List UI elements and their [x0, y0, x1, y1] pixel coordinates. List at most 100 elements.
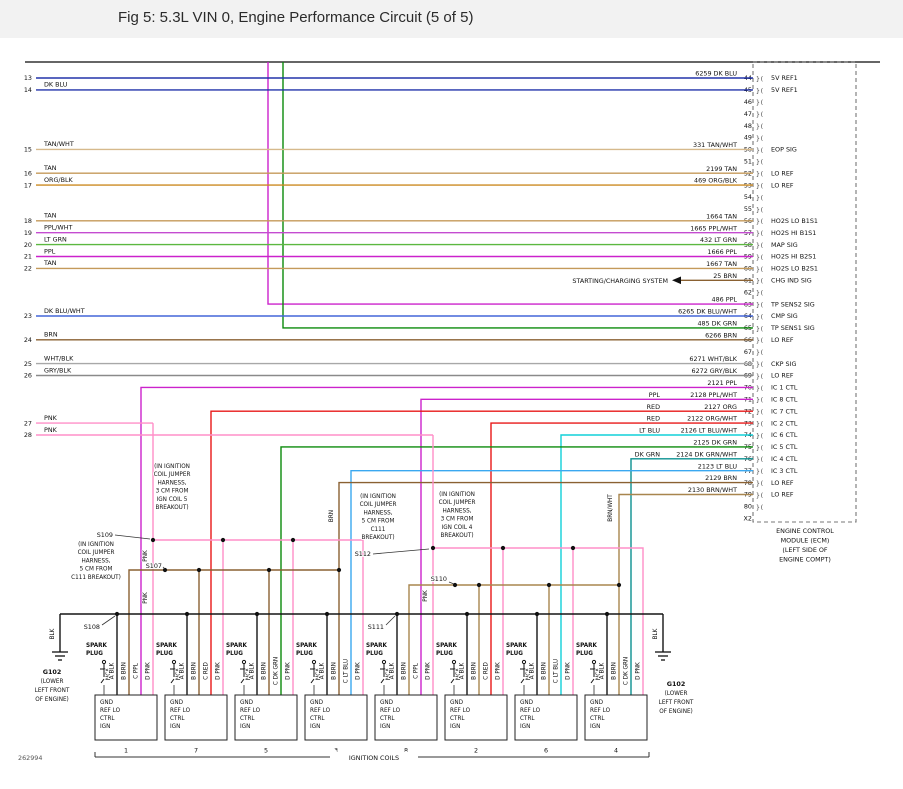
coil-pin-label: B BRN	[472, 662, 478, 680]
wire-tag: 2126 LT BLU/WHT	[681, 427, 737, 435]
spark-plug-icon	[520, 678, 525, 684]
ecm-pin-glyph: }(	[756, 217, 764, 225]
ecm-pin-glyph: }(	[756, 503, 764, 511]
ecm-pin-glyph: }(	[756, 396, 764, 404]
junction-dot	[336, 567, 342, 573]
ecm-pin-signal: CMP SIG	[771, 312, 798, 320]
coil-pin-label: B BRN	[402, 662, 408, 680]
wire-tag: 2199 TAN	[706, 165, 737, 173]
vertical-wire-label: BLK	[653, 628, 659, 639]
coil-pin-label: C LT BLU	[344, 659, 350, 683]
ecm-pin-signal: IC 7 CTL	[771, 407, 798, 415]
ecm-pin-glyph: }(	[756, 170, 764, 178]
ignition-coil-box	[374, 694, 438, 741]
row-wire-label: TAN	[43, 259, 57, 267]
spark-plug-label: PLUG	[436, 651, 453, 657]
ecm-pin-signal: HO2S HI B1S1	[771, 229, 816, 237]
vertical-wire-label: PNK	[143, 550, 149, 562]
ignition-coil-box	[514, 694, 578, 741]
wire	[267, 62, 753, 305]
coil-terminal-function: GND	[100, 700, 114, 706]
junction-dot	[546, 582, 552, 588]
ecm-caption: ENGINE COMPT)	[779, 556, 831, 564]
vertical-wire-label: PNK	[423, 590, 429, 602]
coil-terminal-function: REF LO	[380, 708, 401, 714]
splice-note: BREAKOUT)	[155, 505, 188, 511]
wire-tag: 331 TAN/WHT	[693, 141, 737, 149]
ignition-control-wire	[490, 422, 753, 695]
splice-note: HARNESS,	[158, 480, 187, 486]
row-wire-label: DK BLU/WHT	[44, 307, 85, 315]
ground-note: (LOWER	[41, 679, 64, 685]
ecm-pin-number: 80	[744, 503, 752, 511]
ignition-control-wire	[140, 386, 753, 695]
wire-tag: 2130 BRN/WHT	[688, 486, 737, 494]
ground-label: G102	[43, 668, 62, 676]
spark-plug-icon	[521, 659, 527, 665]
ecm-pin-signal: IC 5 CTL	[771, 443, 798, 451]
ecm-pin-number: 51	[744, 158, 752, 166]
spark-plug-icon	[590, 678, 595, 684]
ignition-control-wire	[350, 470, 753, 695]
coil-terminal-function: IGN	[450, 724, 460, 730]
ground-note: LEFT FRONT	[659, 700, 694, 706]
splice-note: BREAKOUT)	[361, 535, 394, 541]
ecm-pin-glyph: }(	[756, 324, 764, 332]
ecm-pin-number: 54	[744, 193, 752, 201]
coil-pin-label: C LT BLU	[554, 659, 560, 683]
ecm-pin-glyph: }(	[756, 253, 764, 261]
ecm-pin-signal: IC 1 CTL	[771, 384, 798, 392]
spark-plug-icon	[381, 659, 387, 665]
ecm-pin-signal: HO2S LO B2S1	[771, 265, 818, 273]
coil-terminal-function: IGN	[380, 724, 390, 730]
row-number: 28	[24, 431, 32, 439]
coil-pin-label: C PPL	[414, 662, 420, 679]
ignition-coil-box	[94, 694, 158, 741]
ecm-pin-signal: IC 3 CTL	[771, 467, 798, 475]
ecm-pin-glyph: }(	[756, 122, 764, 130]
coil-terminal-function: GND	[380, 700, 394, 706]
splice-note: IGN COIL 5	[157, 497, 188, 503]
coil-terminal-function: CTRL	[380, 716, 395, 722]
coil-terminal-function: GND	[520, 700, 534, 706]
wire-tag: 2129 BRN	[705, 474, 737, 482]
wire	[408, 584, 619, 695]
wire-tag: 25 BRN	[713, 272, 737, 280]
coil-terminal-function: REF LO	[450, 708, 471, 714]
coil-terminal-function: GND	[240, 700, 254, 706]
spark-wire-color-label: NCA	[246, 668, 252, 680]
spark-plug-label: PLUG	[366, 651, 383, 657]
ecm-pin-glyph: }(	[756, 372, 764, 380]
spark-plug-label: SPARK	[226, 643, 248, 649]
junction-dot	[184, 611, 190, 617]
junction-dot	[394, 611, 400, 617]
splice-note: (IN IGNITION	[360, 494, 396, 500]
drawing-number: 262994	[18, 754, 42, 762]
coil-terminal-function: CTRL	[520, 716, 535, 722]
coil-pin-label: B BRN	[122, 662, 128, 680]
splice-pointer	[448, 581, 455, 585]
junction-dot	[254, 611, 260, 617]
wire-tag: 485 DK GRN	[697, 320, 737, 328]
offpage-arrow-icon	[672, 276, 681, 285]
row-wire-label: LT GRN	[44, 235, 67, 243]
ref-lo-wire	[618, 493, 753, 695]
coil-pin-label: C RED	[204, 662, 210, 680]
spark-plug-label: PLUG	[86, 651, 103, 657]
wire-tag: 2128 PPL/WHT	[690, 391, 737, 399]
coil-pin-label: D PNK	[636, 662, 642, 680]
spark-plug-label: PLUG	[296, 651, 313, 657]
spark-plug-icon	[240, 678, 245, 684]
row-number: 26	[24, 372, 32, 380]
coil-terminal-function: CTRL	[450, 716, 465, 722]
wire-tag: 1667 TAN	[706, 260, 737, 268]
wire	[282, 62, 753, 329]
coil-pin-label: B BRN	[542, 662, 548, 680]
coil-terminal-function: REF LO	[520, 708, 541, 714]
row-number: 19	[24, 229, 32, 237]
splice-note: COIL JUMPER	[439, 500, 476, 506]
coil-terminal-function: IGN	[310, 724, 320, 730]
ecm-pin-signal: CKP SIG	[771, 360, 796, 368]
splice-label: S108	[84, 623, 100, 631]
